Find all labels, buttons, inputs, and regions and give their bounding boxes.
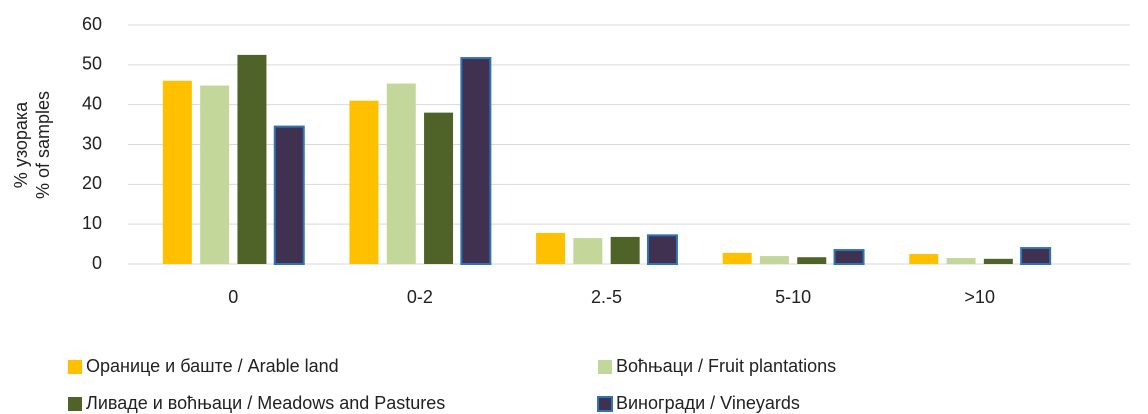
y-tick-label: 40 [82, 93, 102, 113]
y-tick-label: 50 [82, 54, 102, 74]
x-tick-label: >10 [964, 287, 995, 307]
legend-label: Оранице и баште / Arable land [86, 356, 339, 376]
bar [200, 85, 230, 265]
x-tick-label: 0-2 [407, 287, 433, 307]
bar [349, 100, 379, 264]
legend-swatch [598, 360, 612, 374]
bar [162, 80, 192, 265]
legend-label: Воћњаци / Fruit plantations [616, 356, 836, 376]
legend-swatch [68, 360, 82, 374]
y-tick-label: 10 [82, 213, 102, 233]
bar [273, 125, 305, 265]
bar [646, 234, 678, 266]
legend-label: Ливаде и воћњаци / Meadows and Pastures [86, 393, 445, 413]
y-tick-label: 60 [82, 14, 102, 34]
bar [797, 257, 827, 264]
y-axis-label: % of samples [33, 91, 53, 199]
legend-swatch [597, 396, 613, 412]
bar [573, 238, 603, 264]
x-tick-label: 5-10 [775, 287, 811, 307]
bar [460, 57, 492, 266]
bar [946, 258, 976, 264]
bar [722, 252, 752, 264]
legend-swatch [68, 397, 82, 411]
x-tick-label: 2.-5 [591, 287, 622, 307]
y-tick-label: 0 [92, 253, 102, 273]
bar [386, 83, 416, 265]
bar [536, 232, 566, 264]
bar [237, 54, 267, 264]
y-axis-label: % узорака [11, 101, 31, 188]
bar [424, 112, 454, 264]
bar [833, 249, 865, 266]
y-tick-label: 30 [82, 133, 102, 153]
x-tick-label: 0 [228, 287, 238, 307]
bar [983, 258, 1013, 264]
y-tick-label: 20 [82, 173, 102, 193]
bar [1020, 247, 1052, 265]
bar [610, 236, 640, 264]
bar [759, 256, 789, 264]
bar [909, 254, 939, 264]
legend-label: Виногради / Vineyards [616, 393, 800, 413]
